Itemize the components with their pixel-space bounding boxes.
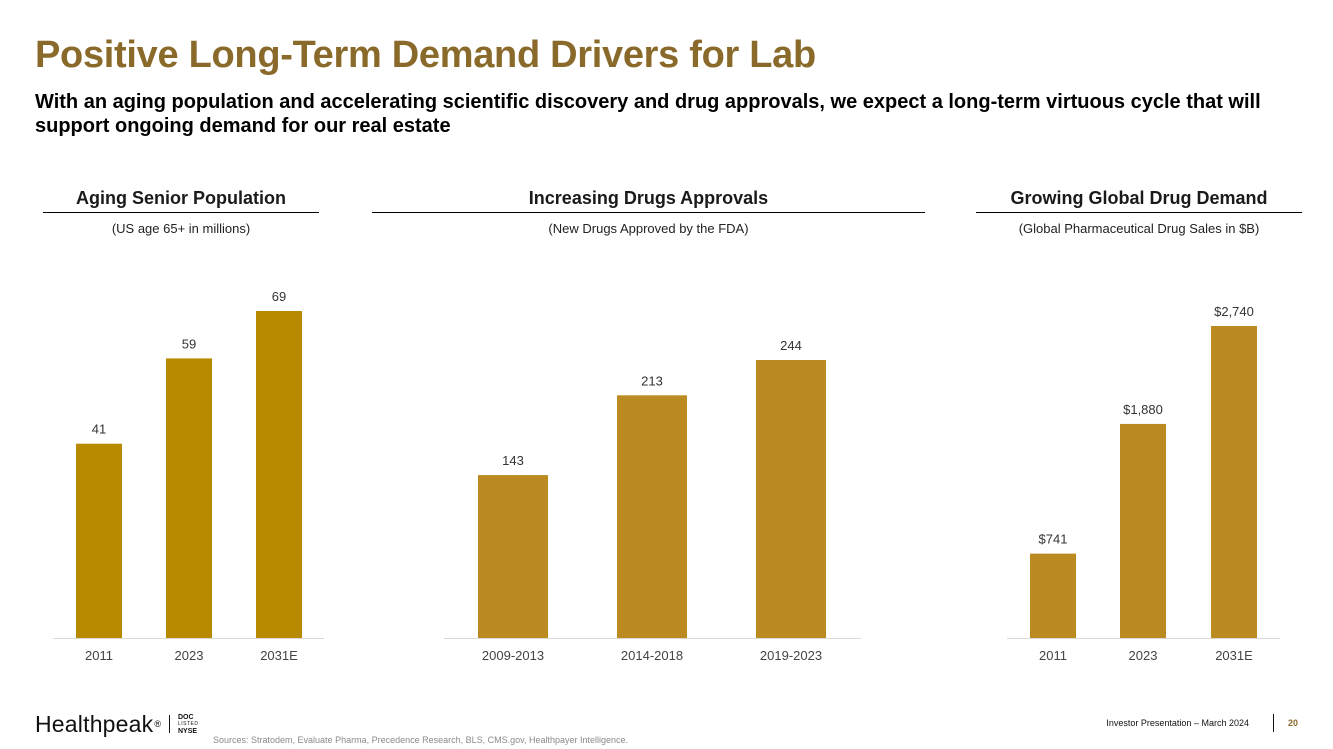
data-label: 213 (641, 373, 663, 388)
divider (976, 212, 1302, 213)
chart-header-senior-population: Aging Senior Population (US age 65+ in m… (43, 186, 319, 237)
x-tick-label: 2023 (175, 648, 204, 663)
chart-subtitle: (Global Pharmaceutical Drug Sales in $B) (1018, 221, 1260, 236)
data-label: $741 (1039, 532, 1068, 547)
x-tick-label: 2031E (1215, 648, 1253, 663)
bar (756, 360, 826, 638)
data-label: $1,880 (1123, 402, 1163, 417)
x-tick-label: 2011 (85, 648, 113, 663)
bar (478, 475, 548, 638)
chart-header-drug-approvals: Increasing Drugs Approvals (New Drugs Ap… (372, 186, 925, 237)
x-tick-label: 2019-2023 (760, 648, 822, 663)
chart-title: Growing Global Drug Demand (1010, 188, 1268, 208)
x-tick-label: 2011 (1039, 648, 1067, 663)
chart-header-drug-demand: Growing Global Drug Demand (Global Pharm… (976, 186, 1302, 237)
data-label: 143 (502, 453, 524, 468)
divider (43, 212, 319, 213)
chart-title: Increasing Drugs Approvals (528, 188, 769, 208)
logo-divider (169, 715, 170, 733)
bar (1030, 553, 1076, 638)
exchange-label: NYSE (178, 727, 198, 735)
bar (256, 311, 302, 638)
sources-note: Sources: Stratodem, Evaluate Pharma, Pre… (213, 735, 629, 745)
presentation-label: Investor Presentation – March 2024 (1106, 718, 1249, 728)
page-number: 20 (1287, 718, 1298, 728)
footer-divider (1272, 714, 1274, 732)
x-tick-label: 2009-2013 (482, 648, 544, 663)
ticker-label: DOC (178, 713, 194, 721)
logo-wordmark: Healthpeak (35, 710, 154, 737)
x-tick-label: 2023 (1129, 648, 1158, 663)
data-label: $2,740 (1214, 304, 1254, 319)
registered-mark: ® (154, 719, 161, 729)
healthpeak-logo: Healthpeak ® DOC LISTED NYSE (35, 710, 199, 738)
footer-meta: Investor Presentation – March 2024 20 (1106, 714, 1298, 732)
page-subtitle: With an aging population and acceleratin… (35, 91, 1261, 137)
divider (372, 212, 925, 213)
bar (1211, 326, 1257, 638)
page-title: Positive Long-Term Demand Drivers for La… (35, 34, 816, 76)
data-label: 244 (780, 338, 802, 353)
chart-subtitle: (US age 65+ in millions) (111, 221, 251, 236)
chart-subtitle: (New Drugs Approved by the FDA) (548, 221, 749, 236)
bar (166, 358, 212, 638)
x-tick-label: 2031E (260, 648, 298, 663)
nyse-listing-badge: DOC LISTED NYSE (178, 714, 199, 735)
data-label: 59 (182, 336, 196, 351)
bar (76, 443, 122, 638)
bar (617, 395, 687, 638)
chart-title: Aging Senior Population (76, 188, 286, 208)
data-label: 69 (272, 289, 286, 304)
data-label: 41 (92, 422, 106, 437)
listed-label: LISTED (178, 720, 199, 727)
x-tick-label: 2014-2018 (621, 648, 683, 663)
bar (1120, 423, 1166, 638)
